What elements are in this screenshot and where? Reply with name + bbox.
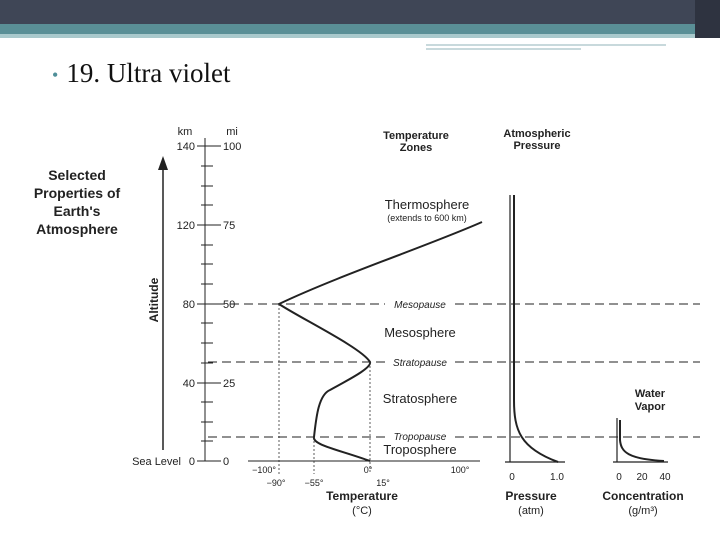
vapor-tick-20: 20: [636, 472, 648, 483]
temperature-axis-unit: (°C): [352, 505, 372, 517]
km-tick-120: 120: [177, 220, 195, 232]
heading-line-4: Atmosphere: [36, 221, 118, 237]
zone-labels: Thermosphere (extends to 600 km) Mesosph…: [383, 197, 469, 457]
heading-line-3: Earth's: [54, 203, 101, 219]
pressure-axis-title: Pressure: [505, 489, 557, 503]
concentration-axis-unit: (g/m³): [628, 505, 657, 517]
water-vapor-title-1: Water: [635, 388, 666, 400]
troposphere-label: Troposphere: [383, 442, 456, 457]
pressure-axis-unit: (atm): [518, 505, 544, 517]
pressure-tick-0: 0: [509, 472, 515, 483]
temperature-curve: [276, 221, 483, 462]
title-bar-corner: [695, 0, 720, 38]
boundary-lines: [208, 303, 700, 438]
altitude-label: Altitude: [147, 277, 161, 322]
stratopause-label: Stratopause: [393, 358, 447, 369]
km-tick-80: 80: [183, 299, 195, 311]
km-tick-0: 0: [189, 456, 195, 468]
vapor-tick-0: 0: [616, 472, 622, 483]
heading-line-1: Selected: [48, 167, 106, 183]
mi-ticks: 100 75 50 25 0: [223, 141, 241, 468]
water-vapor-curve: [619, 420, 665, 462]
mi-tick-75: 75: [223, 220, 235, 232]
decorative-line: [426, 48, 581, 50]
diagram-heading: Selected Properties of Earth's Atmospher…: [34, 167, 121, 237]
slide-title: • 19. Ultra violet: [52, 58, 231, 89]
title-bar-accent: [0, 24, 720, 34]
mi-tick-0: 0: [223, 456, 229, 468]
mi-tick-100: 100: [223, 141, 241, 153]
km-tick-140: 140: [177, 141, 195, 153]
temperature-zones-header-2: Zones: [400, 142, 432, 154]
pressure-panel: 0 1.0 Pressure (atm): [505, 195, 565, 517]
title-bar: [0, 0, 720, 26]
temperature-axis: −100° 0° 100° −90° −55° 15° Temperature …: [248, 460, 480, 517]
temp-tick-minus100: −100°: [252, 465, 276, 475]
pressure-header-2: Pressure: [513, 140, 560, 152]
tropopause-label: Tropopause: [394, 432, 447, 443]
column-headers: Temperature Zones Atmospheric Pressure: [383, 128, 571, 154]
pressure-tick-1: 1.0: [550, 472, 564, 483]
mi-tick-50: 50: [223, 299, 235, 311]
temperature-reference-lines: [278, 304, 371, 474]
thermosphere-note: (extends to 600 km): [387, 213, 467, 223]
pressure-header-1: Atmospheric: [503, 128, 570, 140]
mi-tick-25: 25: [223, 378, 235, 390]
heading-line-2: Properties of: [34, 185, 121, 201]
pressure-curve: [513, 195, 559, 463]
km-tick-40: 40: [183, 378, 195, 390]
altitude-scale: [197, 138, 221, 462]
water-vapor-title-2: Vapor: [635, 401, 666, 413]
mesopause-label: Mesopause: [394, 300, 446, 311]
km-header: km: [178, 126, 193, 138]
vapor-tick-40: 40: [659, 472, 671, 483]
mesosphere-label: Mesosphere: [384, 325, 456, 340]
temp-tick-15: 15°: [376, 478, 390, 488]
concentration-axis-title: Concentration: [602, 489, 683, 503]
temp-tick-minus55: −55°: [305, 478, 324, 488]
decorative-line: [426, 44, 666, 46]
temp-tick-100: 100°: [451, 465, 470, 475]
sea-level-label: Sea Level: [132, 456, 181, 468]
temp-tick-minus90: −90°: [267, 478, 286, 488]
stratosphere-label: Stratosphere: [383, 391, 457, 406]
km-ticks: 140 120 80 40 Sea Level 0: [132, 141, 195, 468]
boundary-labels: Mesopause Stratopause Tropopause: [393, 300, 447, 443]
altitude-arrow: [158, 156, 168, 450]
water-vapor-panel: Water Vapor 0 20 40 Concentration (g/m³): [602, 388, 683, 517]
slide-title-text: 19. Ultra violet: [66, 58, 231, 88]
thermosphere-label: Thermosphere: [385, 197, 470, 212]
temperature-axis-title: Temperature: [326, 489, 398, 503]
temperature-zones-header-1: Temperature: [383, 130, 449, 142]
mi-header: mi: [226, 126, 238, 138]
bullet-icon: •: [52, 65, 59, 86]
temp-tick-0: 0°: [364, 465, 373, 475]
title-bar-accent-light: [0, 34, 720, 38]
